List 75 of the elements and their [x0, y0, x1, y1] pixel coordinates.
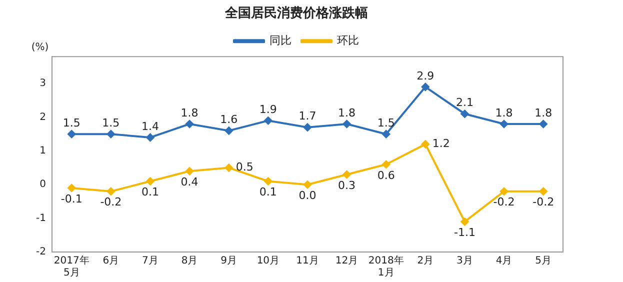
y-tick-label: 3: [40, 78, 46, 90]
x-tick-label: 4月: [496, 256, 512, 267]
point: [500, 120, 508, 128]
data-label: -0.2: [100, 196, 122, 209]
data-label: 1.9: [259, 102, 277, 116]
x-tick-label: 5月: [535, 256, 552, 267]
point: [303, 123, 312, 132]
y-tick-label: 0: [40, 179, 46, 190]
point: [460, 110, 469, 118]
data-label: 1.4: [141, 120, 159, 133]
data-label: 2.9: [416, 69, 434, 82]
point: [186, 120, 194, 128]
point: [303, 180, 312, 189]
data-label: 0.4: [180, 176, 198, 189]
data-label: 1.2: [432, 137, 450, 150]
point: [421, 140, 430, 148]
point: [106, 187, 115, 196]
data-label: 1.6: [220, 113, 238, 126]
legend-label: 环比: [337, 34, 359, 47]
point: [68, 130, 76, 138]
x-tick-label: 2017年 5月: [54, 254, 90, 279]
x-tick-label: 7月: [142, 256, 158, 267]
point: [68, 184, 76, 192]
x-tick-label: 12月: [335, 256, 358, 267]
point: [421, 82, 430, 91]
point: [106, 130, 115, 138]
point: [342, 120, 351, 128]
point: [186, 167, 194, 176]
point: [500, 187, 508, 196]
data-label: 1.8: [495, 106, 513, 120]
data-label: 1.8: [180, 106, 198, 120]
data-label: 1.7: [298, 110, 316, 123]
point: [539, 187, 548, 196]
data-label: 1.8: [338, 106, 356, 120]
data-label: -0.1: [60, 192, 82, 206]
chart-title: 全国居民消费价格涨跌幅: [224, 6, 368, 22]
y-tick-label: -2: [36, 246, 46, 258]
data-label: 0.1: [259, 186, 277, 199]
data-label: 0.1: [141, 186, 159, 199]
x-tick-label: 11月: [296, 256, 319, 267]
data-label: 0.5: [236, 160, 254, 174]
point: [224, 126, 233, 135]
data-label: 1.5: [62, 116, 80, 130]
x-tick-label: 6月: [102, 256, 120, 267]
data-label: -1.1: [454, 226, 476, 240]
x-tick-label: 8月: [181, 256, 198, 267]
point: [264, 177, 272, 186]
y-tick-label: -1: [36, 212, 46, 224]
x-tick-label: 9月: [220, 256, 238, 267]
data-label: 0.3: [338, 178, 356, 192]
data-label: 2.1: [456, 96, 474, 110]
y-tick-label: 2: [40, 112, 46, 123]
point: [382, 160, 390, 168]
point: [146, 177, 154, 186]
data-label: 0.6: [377, 168, 395, 182]
point: [539, 120, 548, 128]
point: [382, 130, 390, 138]
y-tick-label: 1: [40, 146, 46, 157]
x-tick-label: 3月: [456, 256, 473, 267]
data-label: 1.8: [534, 106, 552, 120]
legend-label: 同比: [270, 34, 292, 47]
point: [460, 218, 469, 226]
data-label: -0.2: [532, 196, 554, 209]
data-label: -0.2: [493, 196, 515, 209]
point: [264, 116, 272, 125]
point: [224, 164, 233, 172]
x-tick-label: 2018年 1月: [368, 254, 404, 279]
data-label: 1.5: [102, 116, 120, 130]
x-tick-label: 10月: [256, 256, 280, 267]
y-axis-title: (%): [31, 42, 49, 54]
data-label: 1.5: [377, 116, 395, 130]
data-label: 0.0: [298, 188, 316, 202]
point: [146, 133, 154, 142]
x-tick-label: 2月: [417, 256, 434, 267]
point: [342, 170, 351, 179]
